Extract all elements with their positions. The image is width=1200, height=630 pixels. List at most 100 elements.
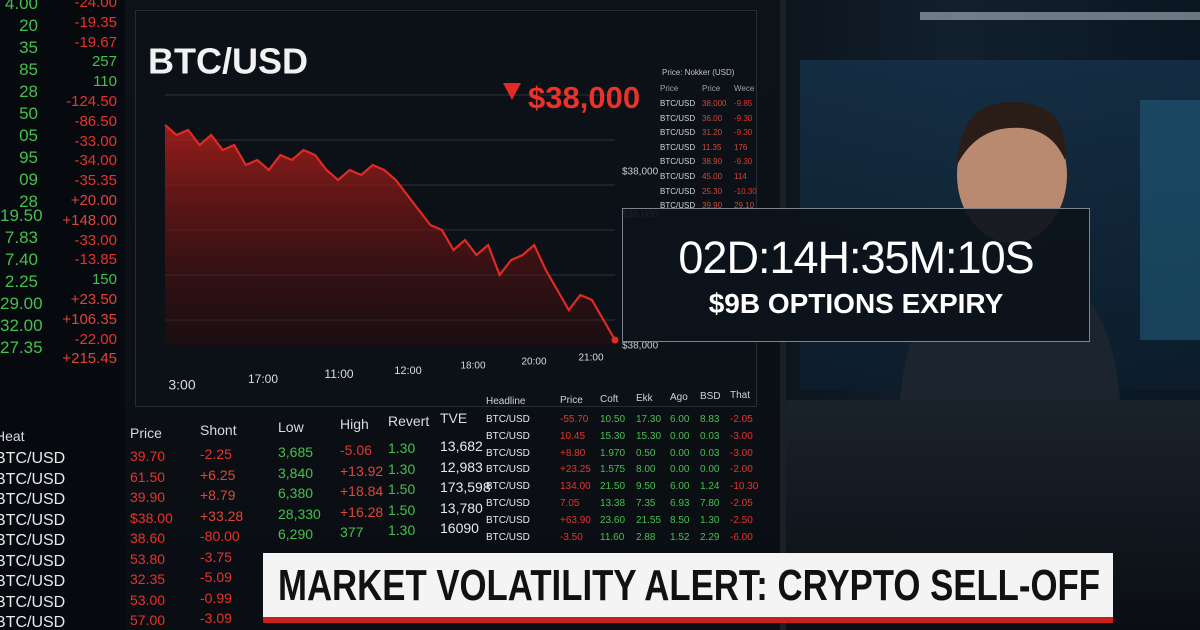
x-tick-label: 20:00 [521, 357, 546, 368]
table-cell: 7.35 [636, 498, 656, 509]
table-cell: +13.92 [340, 462, 384, 479]
ticker-value: -124.50 [66, 93, 117, 110]
table-cell: BTC/USD [0, 573, 66, 590]
banner-headline: MARKET VOLATILITY ALERT: CRYPTO SELL-OFF [278, 561, 1100, 610]
table-cell: -3.75 [200, 548, 232, 565]
table-cell: 377 [340, 524, 364, 540]
presenter-hair [957, 101, 1066, 165]
table-cell: 11.60 [600, 531, 625, 543]
price-area [165, 125, 615, 345]
mini-table-cell: 11.35 [702, 142, 722, 152]
price-line [164, 124, 616, 341]
ticker-value: 28 [19, 192, 38, 211]
table-cell: BTC/USD [486, 414, 530, 425]
table-cell: BTC/USD [486, 447, 530, 459]
chart-title: BTC/USD [148, 41, 308, 82]
table-cell: +33.28 [200, 507, 244, 524]
mini-table-cell: 114 [734, 172, 747, 181]
ticker-value: -33.00 [74, 132, 117, 150]
mini-table-cell: -10.30 [734, 186, 757, 196]
table-cell: 12,983 [440, 458, 483, 475]
table-header: Low [278, 419, 304, 435]
table-cell: +23.25 [560, 464, 591, 476]
table-cell: -0.99 [200, 589, 232, 606]
studio-screen [1140, 100, 1200, 340]
table-cell: +63.90 [560, 514, 591, 526]
mini-table-cell: -9.30 [734, 128, 753, 138]
table-cell: 13,780 [440, 499, 483, 516]
table-cell: 23.60 [600, 514, 626, 526]
table-cell: +8.80 [560, 447, 586, 459]
ticker-value: 28 [19, 82, 38, 101]
ticker-value: 150 [91, 271, 117, 289]
table-cell: -2.00 [730, 464, 753, 476]
table-cell: 6.93 [670, 498, 690, 509]
ticker-value: 50 [19, 104, 38, 123]
table-header: Price [560, 395, 583, 406]
mini-table-cell: -9.30 [734, 157, 753, 167]
x-tick-label: 18:00 [460, 361, 485, 372]
y-tick-label: $38,000 [622, 167, 659, 178]
table-cell: -6.00 [730, 531, 753, 543]
mini-table-header: Wece [734, 84, 755, 93]
table-cell: -2.25 [200, 446, 232, 462]
x-tick-label: 12:00 [394, 365, 422, 377]
table-cell: BTC/USD [0, 593, 66, 611]
table-header: Shont [200, 422, 237, 438]
ticker-value: 09 [19, 170, 38, 189]
table-cell: BTC/USD [0, 614, 66, 630]
ticker-value: 2.25 [4, 272, 38, 291]
table-cell: BTC/USD [486, 464, 530, 476]
mini-table-cell: BTC/USD [660, 157, 696, 167]
table-cell: 8.50 [670, 514, 690, 526]
table-cell: BTC/USD [0, 470, 66, 488]
ticker-value: 4.00 [4, 0, 38, 13]
ticker-value: 29.00 [0, 294, 43, 313]
ticker-value: -35.35 [74, 172, 117, 190]
table-header: Price [130, 425, 162, 441]
table-header: Coft [600, 394, 619, 405]
mini-table-header: Price [702, 84, 721, 93]
table-header: That [730, 390, 751, 401]
table-cell: -2.05 [730, 414, 753, 425]
x-tick-label: 21:00 [578, 353, 603, 364]
table-header: Heat [0, 428, 25, 444]
table-cell: BTC/USD [486, 430, 530, 442]
table-cell: BTC/USD [0, 511, 66, 529]
ticker-value: -19.35 [74, 13, 117, 31]
table-cell: 1.52 [670, 531, 690, 543]
mini-table-cell: 38,000 [702, 99, 727, 108]
table-cell: BTC/USD [0, 450, 66, 467]
ticker-value: +106.35 [62, 310, 117, 328]
ticker-value: -33.00 [74, 231, 117, 249]
table-cell: 6,290 [278, 526, 314, 542]
ticker-value: -34.00 [74, 152, 117, 170]
countdown-timer: 02D:14H:35M:10S [678, 232, 1034, 283]
x-tick-label: 11:00 [324, 367, 353, 381]
ticker-value: 95 [19, 148, 38, 167]
mini-table-cell: BTC/USD [660, 201, 696, 211]
mini-table-cell: BTC/USD [660, 99, 696, 108]
ticker-value: 35 [19, 38, 38, 57]
price-annotation: $38,000 [528, 80, 640, 115]
ticker-value: +148.00 [62, 211, 117, 229]
table-cell: -3.00 [730, 430, 753, 442]
table-cell: +6.25 [200, 466, 236, 483]
table-cell: 13,682 [440, 438, 483, 454]
table-cell: BTC/USD [486, 514, 530, 526]
table-cell: 13.38 [600, 498, 626, 509]
table-cell: 1.24 [700, 481, 720, 493]
table-cell: 0.00 [700, 464, 720, 476]
price-chart: BTC/USD $38,000 $38,000$38,000$38,0003:0… [148, 41, 659, 393]
mini-table-cell: 45.00 [702, 172, 723, 181]
table-cell: 28,330 [278, 505, 321, 522]
table-cell: 8.00 [636, 464, 656, 476]
ticker-value: +215.45 [62, 350, 117, 368]
ticker-value: 7.40 [4, 250, 38, 269]
table-cell: 39.70 [130, 448, 166, 464]
table-cell: 173,598 [440, 479, 491, 495]
mini-table-cell: 29.10 [734, 201, 755, 211]
ticker-value: -86.50 [74, 112, 117, 130]
table-header: Headline [486, 396, 526, 407]
table-cell: 0.50 [636, 447, 656, 459]
